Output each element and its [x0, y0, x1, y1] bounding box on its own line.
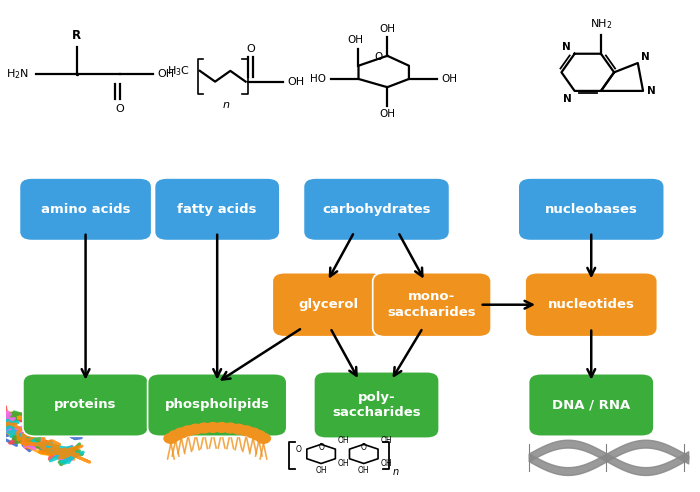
Text: OH: OH	[158, 69, 175, 79]
FancyBboxPatch shape	[148, 374, 287, 436]
Text: O: O	[374, 52, 383, 62]
Text: O: O	[115, 104, 124, 114]
Text: R: R	[72, 29, 81, 42]
Text: OH: OH	[337, 459, 349, 468]
Text: HO: HO	[310, 74, 326, 84]
Text: fatty acids: fatty acids	[177, 203, 257, 216]
Text: N: N	[640, 52, 650, 62]
Text: OH: OH	[337, 436, 349, 445]
FancyBboxPatch shape	[528, 374, 654, 436]
Circle shape	[197, 423, 211, 433]
FancyBboxPatch shape	[525, 273, 657, 337]
Text: OH: OH	[379, 109, 396, 119]
Text: N: N	[647, 86, 655, 96]
Text: proteins: proteins	[55, 399, 117, 411]
Circle shape	[169, 430, 183, 440]
FancyBboxPatch shape	[272, 273, 384, 337]
Text: O: O	[296, 445, 302, 454]
Circle shape	[215, 423, 228, 432]
Text: mono-
saccharides: mono- saccharides	[388, 290, 476, 319]
Text: glycerol: glycerol	[298, 298, 358, 311]
FancyBboxPatch shape	[23, 374, 148, 436]
Text: OH: OH	[347, 35, 363, 45]
Text: OH: OH	[380, 436, 392, 445]
Circle shape	[257, 433, 270, 443]
Circle shape	[164, 433, 178, 443]
Text: OH: OH	[358, 466, 370, 475]
Text: O: O	[246, 44, 255, 54]
Text: amino acids: amino acids	[41, 203, 130, 216]
Text: OH: OH	[379, 24, 396, 34]
Circle shape	[246, 428, 260, 438]
Text: poly-
saccharides: poly- saccharides	[332, 391, 421, 419]
FancyBboxPatch shape	[314, 372, 439, 438]
Text: NH$_2$: NH$_2$	[589, 17, 612, 31]
Text: nucleobases: nucleobases	[545, 203, 638, 216]
Text: O: O	[360, 443, 367, 452]
Circle shape	[223, 423, 237, 433]
FancyBboxPatch shape	[518, 178, 664, 241]
Circle shape	[232, 424, 246, 434]
FancyBboxPatch shape	[155, 178, 280, 241]
Text: carbohydrates: carbohydrates	[322, 203, 430, 216]
Circle shape	[181, 426, 195, 436]
Text: H$_3$C: H$_3$C	[167, 64, 190, 78]
FancyBboxPatch shape	[20, 178, 152, 241]
Circle shape	[189, 424, 203, 434]
Circle shape	[252, 430, 266, 440]
Text: OH: OH	[315, 466, 327, 475]
Text: n: n	[223, 100, 230, 110]
Text: n: n	[392, 466, 398, 477]
Circle shape	[206, 423, 220, 432]
Text: DNA / RNA: DNA / RNA	[552, 399, 631, 411]
Text: H$_2$N: H$_2$N	[6, 67, 29, 81]
FancyBboxPatch shape	[303, 178, 449, 241]
Text: O: O	[318, 443, 324, 452]
FancyBboxPatch shape	[372, 273, 491, 337]
Circle shape	[239, 426, 253, 436]
Text: nucleotides: nucleotides	[548, 298, 635, 311]
Circle shape	[174, 428, 188, 438]
Text: OH: OH	[288, 77, 305, 87]
Text: N: N	[561, 42, 570, 52]
Text: OH: OH	[380, 459, 392, 468]
Text: OH: OH	[442, 74, 458, 84]
Text: N: N	[563, 94, 572, 104]
Text: phospholipids: phospholipids	[164, 399, 270, 411]
